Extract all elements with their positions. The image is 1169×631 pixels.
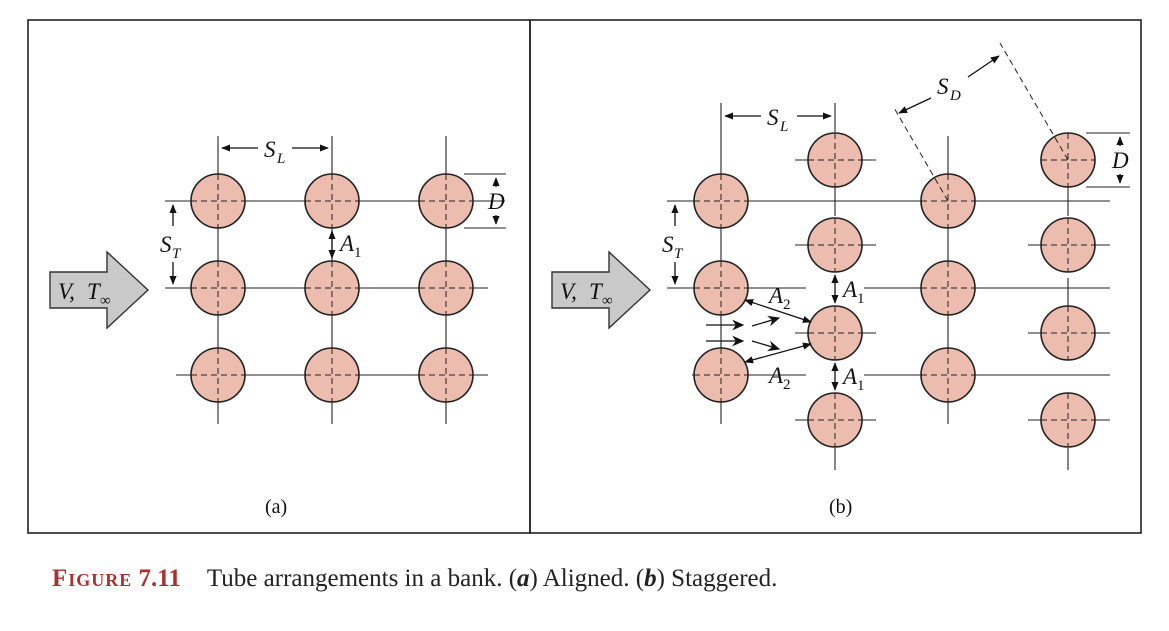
panel-b-a2-gap-lower: A 2	[744, 342, 812, 393]
figure-word: Figure	[52, 565, 133, 592]
tube	[190, 260, 246, 316]
tube	[418, 260, 474, 316]
caption-text-3: ) Staggered.	[656, 565, 778, 592]
tube	[418, 173, 474, 229]
a2-label: A	[767, 363, 784, 388]
panel-a-label: (a)	[265, 496, 287, 518]
sd-label: S	[937, 74, 949, 99]
tube	[418, 347, 474, 403]
a2-subscript: 2	[783, 297, 791, 313]
caption-b: b	[644, 565, 657, 592]
tube	[807, 392, 863, 448]
sl-label: S	[264, 137, 276, 162]
panel-b-sd-dimension: S D	[892, 42, 1069, 202]
panel-b-border	[529, 19, 1142, 534]
st-label: S	[160, 232, 172, 257]
caption-a: a	[517, 565, 530, 592]
sl-subscript: L	[779, 119, 788, 135]
flow-temperature-label: T	[589, 279, 604, 304]
diameter-label: D	[487, 189, 505, 214]
sl-subscript: L	[276, 151, 285, 167]
a1-subscript: 1	[857, 291, 865, 307]
a1-subscript: 1	[857, 378, 865, 394]
flow-velocity-label: V,	[560, 279, 577, 304]
diameter-label: D	[1111, 148, 1129, 173]
panel-b-d-dimension: D	[1086, 132, 1130, 188]
tube	[920, 347, 976, 403]
tube	[807, 217, 863, 273]
tube	[304, 260, 360, 316]
flow-temperature-label: T	[87, 279, 102, 304]
panel-a-sl-dimension: S L	[221, 137, 329, 167]
tube	[1040, 305, 1096, 361]
sd-subscript: D	[949, 88, 961, 104]
tube	[807, 305, 863, 361]
figure-caption: Figure 7.11 Tube arrangements in a bank. …	[52, 565, 777, 593]
a1-label: A	[841, 364, 858, 389]
tube	[693, 260, 749, 316]
a2-label: A	[767, 283, 784, 308]
tube	[1040, 217, 1096, 273]
st-label: S	[662, 232, 674, 257]
st-subscript: T	[172, 246, 182, 262]
a1-label: A	[338, 231, 355, 256]
tube	[807, 132, 863, 188]
a2-subscript: 2	[783, 377, 791, 393]
tube	[190, 347, 246, 403]
panel-b-flow-streamlines	[706, 315, 781, 352]
figure-number: 7.11	[138, 565, 181, 592]
caption-text-2: ) Aligned. (	[529, 565, 645, 592]
panel-b: V, T ∞ S L S T S D	[529, 19, 1142, 534]
tube	[1040, 392, 1096, 448]
panel-b-a1-gap-lower: A 1	[831, 362, 865, 394]
flow-temperature-subscript: ∞	[100, 293, 111, 309]
panel-a-a1-gap: A 1	[328, 230, 362, 261]
panel-b-flow-arrow: V, T ∞	[551, 250, 652, 330]
panel-a: V, T ∞ S L S T D A	[27, 19, 531, 534]
panel-a-flow-arrow: V, T ∞	[49, 250, 150, 330]
tube	[304, 347, 360, 403]
panel-b-tubes	[693, 132, 1096, 448]
sl-label: S	[767, 105, 779, 130]
tube	[693, 173, 749, 229]
caption-text-1: Tube arrangements in a bank. (	[206, 565, 518, 592]
st-subscript: T	[674, 246, 684, 262]
tube	[304, 173, 360, 229]
panel-a-st-dimension: S T	[160, 204, 182, 285]
tube	[190, 173, 246, 229]
tube	[920, 260, 976, 316]
panel-b-a2-gap-upper: A 2	[744, 283, 812, 323]
tube	[693, 347, 749, 403]
panel-b-label: (b)	[829, 496, 852, 518]
panel-a-d-dimension: D	[464, 173, 506, 229]
flow-velocity-label: V,	[58, 279, 75, 304]
panel-b-sl-dimension: S L	[724, 103, 836, 135]
flow-temperature-subscript: ∞	[602, 293, 613, 309]
tube-bank-figure: V, T ∞ S L S T D A	[27, 19, 1142, 534]
panel-a-tubes	[190, 173, 474, 403]
a1-label: A	[841, 277, 858, 302]
a1-subscript: 1	[354, 245, 362, 261]
panel-b-a1-gap-upper: A 1	[831, 274, 865, 307]
panel-b-st-dimension: S T	[662, 204, 684, 285]
